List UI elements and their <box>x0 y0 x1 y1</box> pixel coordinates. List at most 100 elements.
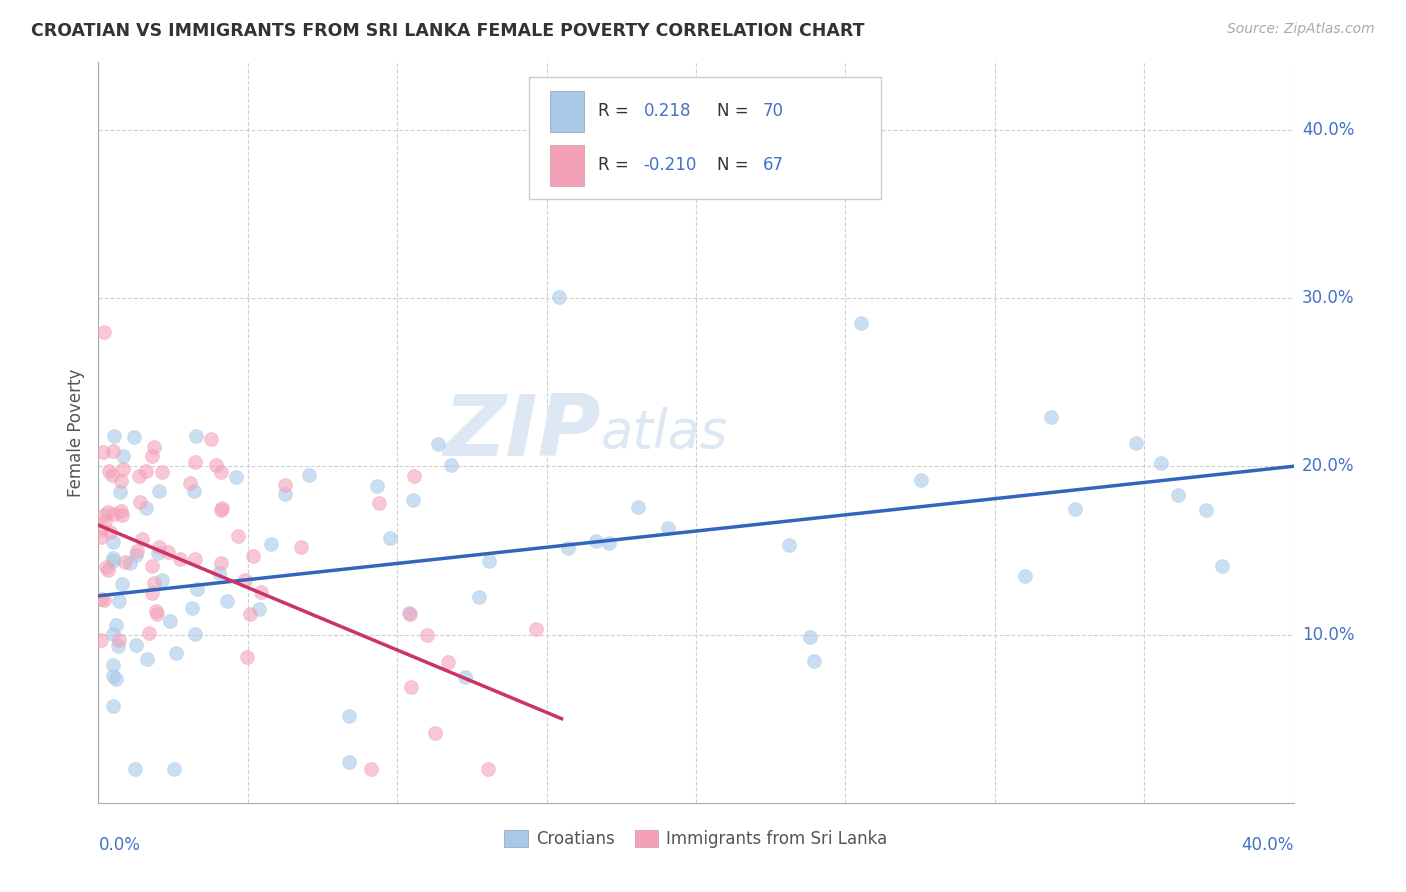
Point <box>398 606 420 620</box>
Text: N =: N = <box>717 103 755 120</box>
Point <box>165 646 187 660</box>
Point <box>103 443 125 458</box>
Point <box>146 546 169 560</box>
Point <box>778 538 800 552</box>
Point <box>96 560 118 574</box>
Point <box>339 709 361 723</box>
Point <box>627 500 650 514</box>
Point <box>402 492 425 507</box>
Point <box>150 573 173 587</box>
Point <box>427 436 450 450</box>
Text: 67: 67 <box>763 156 785 174</box>
Point <box>247 601 270 615</box>
Point <box>548 290 571 304</box>
Point <box>437 655 460 669</box>
Point <box>110 474 132 488</box>
Point <box>183 484 205 499</box>
Y-axis label: Female Poverty: Female Poverty <box>67 368 86 497</box>
Point <box>181 600 204 615</box>
Point <box>94 514 117 528</box>
Point <box>226 528 249 542</box>
Point <box>148 541 170 555</box>
Point <box>150 466 173 480</box>
FancyBboxPatch shape <box>550 91 583 132</box>
Point <box>910 473 932 487</box>
Point <box>103 429 125 443</box>
Point <box>97 464 120 478</box>
Point <box>90 592 112 607</box>
Point <box>103 698 125 713</box>
Point <box>211 501 233 516</box>
Point <box>125 543 148 558</box>
Point <box>204 458 226 473</box>
Point <box>242 549 264 564</box>
Point <box>135 464 157 478</box>
FancyBboxPatch shape <box>529 78 882 200</box>
Point <box>378 531 401 545</box>
Text: 0.0%: 0.0% <box>98 836 141 855</box>
Point <box>1150 456 1173 470</box>
Point <box>135 500 157 515</box>
Point <box>118 556 141 570</box>
Point <box>339 756 361 770</box>
Text: Source: ZipAtlas.com: Source: ZipAtlas.com <box>1227 22 1375 37</box>
Point <box>1064 502 1087 516</box>
Point <box>146 607 169 622</box>
Text: 10.0%: 10.0% <box>1302 625 1354 643</box>
Point <box>290 540 312 554</box>
Point <box>598 536 620 550</box>
Text: 40.0%: 40.0% <box>1302 120 1354 139</box>
Point <box>93 508 115 522</box>
Point <box>131 533 153 547</box>
Point <box>103 627 125 641</box>
Point <box>136 652 159 666</box>
Point <box>179 476 201 491</box>
Point <box>108 594 131 608</box>
Point <box>367 496 389 510</box>
Point <box>110 504 132 518</box>
Point <box>360 762 382 776</box>
Point <box>440 458 463 473</box>
Text: ZIP: ZIP <box>443 391 600 475</box>
Point <box>141 449 163 463</box>
Text: R =: R = <box>598 156 634 174</box>
Point <box>103 551 125 566</box>
Point <box>108 485 131 500</box>
Point <box>163 762 186 776</box>
Point <box>401 681 423 695</box>
Point <box>1014 569 1036 583</box>
Point <box>225 470 247 484</box>
Point <box>90 633 112 648</box>
Point <box>186 582 208 596</box>
Point <box>148 484 170 499</box>
Point <box>98 525 121 540</box>
Point <box>211 556 233 570</box>
Point <box>110 508 132 523</box>
Point <box>125 638 148 652</box>
Point <box>851 316 873 330</box>
Point <box>1125 435 1147 450</box>
Point <box>103 658 125 673</box>
Point <box>93 325 115 339</box>
Point <box>159 614 181 628</box>
Point <box>90 530 112 544</box>
Point <box>468 590 491 604</box>
Point <box>208 566 231 580</box>
Point <box>236 650 259 665</box>
Point <box>239 607 262 621</box>
Point <box>103 508 125 522</box>
Point <box>97 563 120 577</box>
Point <box>186 429 208 443</box>
Point <box>93 593 115 607</box>
Point <box>124 762 146 776</box>
Point <box>477 762 499 776</box>
Point <box>111 577 134 591</box>
Point <box>103 535 125 549</box>
Point <box>416 628 439 642</box>
Point <box>260 537 283 551</box>
Point <box>143 575 166 590</box>
Point <box>107 639 129 653</box>
Point <box>108 633 131 648</box>
Point <box>183 455 205 469</box>
Point <box>585 534 607 549</box>
